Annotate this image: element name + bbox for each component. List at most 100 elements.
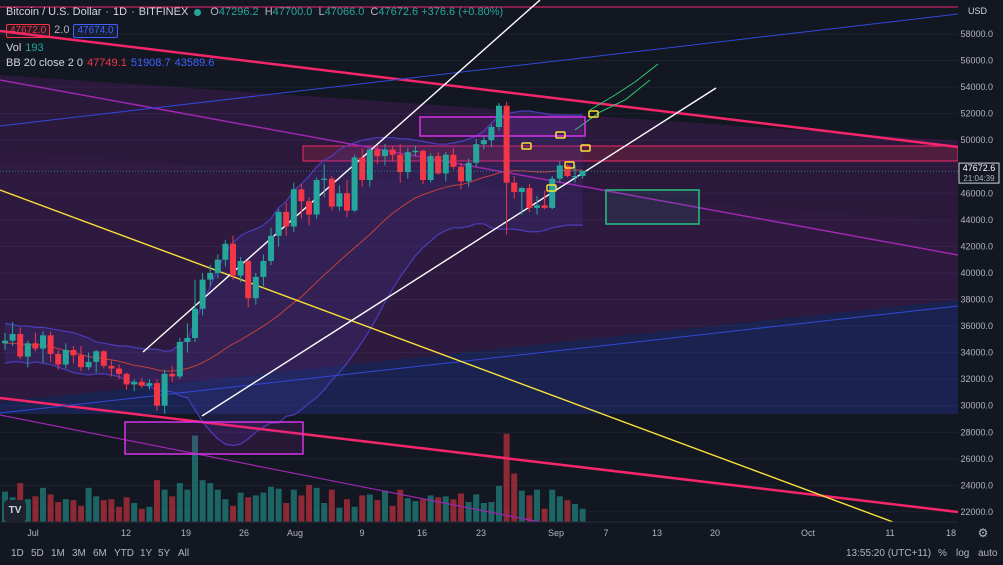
signal-marker[interactable] [546, 184, 557, 192]
candle-body [389, 149, 396, 155]
interval-label[interactable]: 1D [113, 6, 128, 18]
candle-body [207, 272, 214, 280]
bb-legend[interactable]: BB 20 close 2 0 47749.1 51908.7 43589.6 [6, 56, 503, 71]
tradingview-logo-icon[interactable]: TV [4, 500, 26, 522]
volume-legend[interactable]: Vol 193 [6, 41, 503, 56]
range-3m-button[interactable]: 3M [72, 548, 86, 559]
volume-bar [579, 508, 586, 522]
time-tick-label: 23 [476, 528, 486, 538]
candlesticks [2, 101, 586, 414]
volume-bar [389, 505, 396, 522]
price-tick-label: 26000.0 [960, 454, 993, 464]
candle-body [427, 156, 434, 181]
volume-bar [131, 503, 138, 522]
trendline-drawings[interactable] [0, 0, 959, 523]
lower-trendline[interactable] [0, 396, 959, 514]
range-5d-button[interactable]: 5D [31, 548, 44, 559]
volume-bar [283, 503, 290, 522]
range-all-button[interactable]: All [178, 548, 190, 559]
time-tick-label: 18 [946, 528, 956, 538]
candle-body [351, 157, 358, 211]
signal-marker[interactable] [564, 161, 575, 169]
volume-bar [32, 496, 39, 522]
volume-bar [313, 487, 320, 522]
clock-readout[interactable]: 13:55:20 (UTC+11) [846, 548, 932, 559]
volume-bar [427, 495, 434, 522]
candle-body [518, 187, 525, 192]
volume-bar [78, 505, 84, 522]
range-6m-button[interactable]: 6M [93, 548, 107, 559]
candle-body [47, 335, 54, 354]
last-price-value: 47672.6 [963, 163, 996, 173]
candle-body [146, 383, 153, 386]
volume-bar [541, 508, 548, 522]
candle-body [245, 261, 252, 299]
auto-toggle[interactable]: auto [978, 548, 998, 559]
volume-bar [85, 487, 92, 522]
sell-button[interactable]: 47672.0 [6, 23, 51, 38]
candle-body [549, 178, 556, 208]
range-1d-button[interactable]: 1D [11, 548, 24, 559]
green-projection-line[interactable] [574, 79, 651, 131]
candle-body [298, 189, 305, 202]
candle-body [268, 235, 274, 262]
symbol-name[interactable]: Bitcoin / U.S. Dollar [6, 6, 102, 18]
candle-body [154, 383, 160, 406]
range-ytd-button[interactable]: YTD [114, 548, 134, 559]
signal-marker[interactable] [580, 144, 591, 152]
candle-body [169, 373, 176, 377]
candle-body [123, 373, 130, 385]
candle-body [24, 343, 31, 357]
signal-marker[interactable] [521, 142, 532, 150]
candle-body [214, 259, 221, 273]
white-channel-lower[interactable] [201, 87, 717, 417]
price-tick-label: 36000.0 [960, 321, 993, 331]
volume-bar [404, 498, 411, 522]
price-tick-label: 40000.0 [960, 268, 993, 278]
candle-body [344, 193, 350, 211]
signal-marker[interactable] [588, 110, 599, 118]
range-1y-button[interactable]: 1Y [140, 548, 153, 559]
time-tick-label: 19 [181, 528, 191, 538]
consolidation-box[interactable] [605, 189, 700, 225]
currency-label[interactable]: USD [968, 6, 988, 16]
price-tick-label: 42000.0 [960, 241, 993, 251]
green-projection-line[interactable] [589, 63, 659, 111]
yellow-trendline[interactable] [0, 189, 894, 523]
volume-bar [359, 495, 366, 522]
purple-line-upper[interactable] [0, 79, 959, 256]
price-tick-label: 28000.0 [960, 427, 993, 437]
time-tick-label: 16 [417, 528, 427, 538]
annotation-marks[interactable] [521, 110, 599, 192]
candle-body [450, 154, 457, 167]
ohlc-values: O47296.2 H47700.0 L47066.0 C47672.6 +376… [210, 6, 504, 18]
log-toggle[interactable]: log [956, 548, 970, 559]
volume-label: Vol [6, 42, 22, 54]
blue-line-upper[interactable] [0, 13, 959, 127]
white-channel-upper[interactable] [142, 0, 541, 353]
time-axis[interactable]: Jul 12 19 26 Aug 9 16 23 Sep 7 13 20 Oct 11 18 [0, 521, 958, 538]
candle-body [70, 349, 77, 356]
range-1m-button[interactable]: 1M [51, 548, 65, 559]
price-axis[interactable]: 22000.0 24000.0 26000.0 28000.0 30000.0 32000… [0, 0, 1003, 542]
volume-bar [412, 501, 419, 522]
bb-label: BB 20 close 2 0 [6, 57, 84, 69]
price-tick-label: 56000.0 [960, 56, 993, 66]
volume-bar [40, 487, 46, 522]
candle-body [465, 162, 472, 182]
volume-bar [245, 497, 252, 522]
last-price-tag[interactable] [958, 162, 1000, 184]
signal-marker[interactable] [555, 131, 566, 139]
support-box[interactable] [124, 421, 304, 455]
price-axis-background [958, 0, 1003, 542]
upper-trendline[interactable] [0, 29, 959, 149]
range-5y-button[interactable]: 5Y [158, 548, 171, 559]
buy-button[interactable]: 47674.0 [73, 23, 118, 38]
purple-line-lower[interactable] [0, 414, 541, 523]
volume-bar [366, 494, 373, 522]
settings-gear-icon[interactable]: ⚙ [978, 526, 989, 540]
volume-bar [306, 484, 312, 522]
resistance-box[interactable] [419, 116, 586, 137]
percent-toggle[interactable]: % [938, 548, 947, 559]
